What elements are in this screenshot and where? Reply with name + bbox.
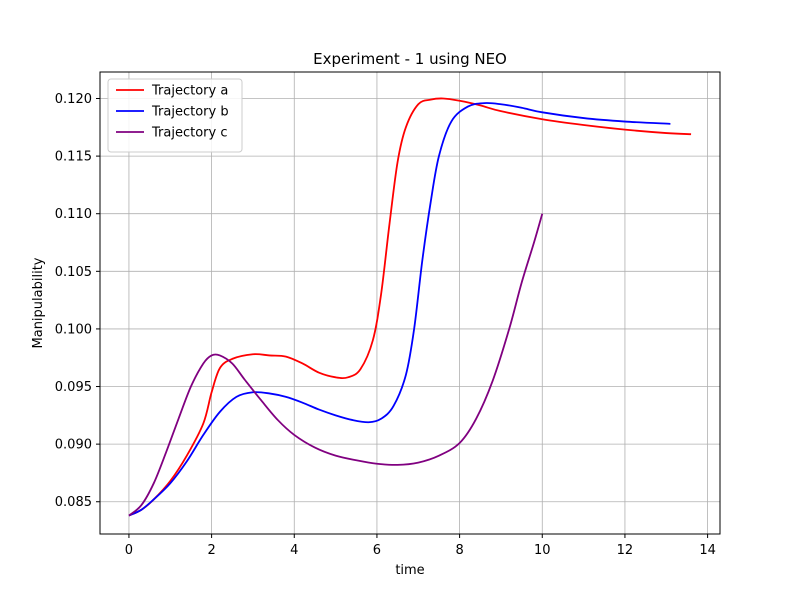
- x-tick-label: 6: [373, 543, 381, 558]
- y-axis-label: Manipulability: [31, 257, 46, 348]
- legend-label-trajectory-a: Trajectory a: [151, 84, 228, 99]
- y-tick-label: 0.095: [55, 380, 92, 395]
- y-tick-label: 0.105: [55, 265, 92, 280]
- axes-frame: [99, 71, 721, 535]
- legend: Trajectory a Trajectory b Trajectory c: [107, 78, 243, 153]
- series-line-trajectory-b: [128, 102, 671, 517]
- x-tick-label: 4: [290, 543, 298, 558]
- series-line-trajectory-a: [128, 97, 692, 517]
- series-layer: [128, 97, 692, 517]
- grid: [100, 72, 720, 534]
- ticks: 0 2 4 6 8 10 12 14 0.085 0.090 0.095 0.100 0.105 0.11…: [55, 92, 716, 558]
- y-tick-label: 0.115: [55, 150, 92, 165]
- y-tick-label: 0.120: [55, 92, 92, 107]
- y-tick-label: 0.090: [55, 438, 92, 453]
- x-tick-label: 14: [699, 543, 716, 558]
- y-tick-label: 0.085: [55, 495, 92, 510]
- x-tick-label: 12: [617, 543, 634, 558]
- x-axis-label: time: [395, 563, 424, 578]
- y-tick-label: 0.110: [55, 207, 92, 222]
- x-tick-label: 10: [534, 543, 551, 558]
- y-tick-label: 0.100: [55, 322, 92, 337]
- chart-title: Experiment - 1 using NEO: [313, 50, 507, 68]
- x-tick-label: 0: [125, 543, 133, 558]
- x-tick-label: 8: [455, 543, 463, 558]
- legend-box: [107, 78, 243, 153]
- series-line-trajectory-c: [128, 213, 544, 517]
- legend-label-trajectory-b: Trajectory b: [151, 105, 229, 120]
- legend-label-trajectory-c: Trajectory c: [151, 126, 227, 141]
- x-tick-label: 2: [207, 543, 215, 558]
